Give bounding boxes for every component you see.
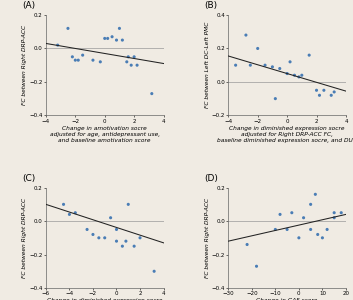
Point [284,71,290,76]
Point [319,236,325,240]
Point [67,212,72,217]
Y-axis label: FC between Left DC-Left PMC: FC between Left DC-Left PMC [205,22,210,108]
Point [114,38,119,43]
Point [301,215,306,220]
Point [270,64,275,69]
Point [108,215,113,220]
Point [84,227,90,232]
Point [128,63,134,68]
X-axis label: Change in amotivation socre
adjusted for age, antidepressant use,
and baseline a: Change in amotivation socre adjusted for… [50,126,160,143]
Point [262,63,268,68]
Point [306,53,312,58]
Point [254,264,259,269]
Point [114,239,119,244]
Point [308,202,313,207]
Text: (D): (D) [205,174,219,183]
Point [243,33,249,38]
Point [296,74,302,79]
Point [315,232,321,237]
Point [65,26,71,31]
Point [123,239,129,244]
Point [312,192,318,197]
X-axis label: Change in GAF score
adjusted for antidepressant use and
baseline GAF socre: Change in GAF score adjusted for antidep… [234,298,340,300]
Point [116,26,122,31]
Point [331,215,337,220]
Point [124,59,130,64]
Point [277,212,283,217]
Point [90,58,96,63]
Point [324,227,330,232]
X-axis label: Change in diminished expression socre
adjusted for Right DRP-ACC FC,
baseline di: Change in diminished expression socre ad… [217,126,353,143]
Point [296,236,302,240]
Point [76,58,81,63]
Text: (A): (A) [22,1,36,10]
Point [90,232,96,237]
Point [125,202,131,207]
X-axis label: Change in diminished expression socre
adjusted for Left DC-Left PMC FC,
baseline: Change in diminished expression socre ad… [35,298,174,300]
Point [321,88,327,93]
Point [233,63,239,68]
Point [314,88,319,93]
Point [277,66,282,71]
Point [97,59,103,64]
Point [131,244,137,249]
Point [244,242,250,247]
Point [284,227,290,232]
Point [114,227,119,232]
Y-axis label: FC between Right DRP-ACC: FC between Right DRP-ACC [22,25,27,105]
Point [55,43,60,47]
Point [273,96,278,101]
Point [120,38,125,43]
Point [137,236,143,240]
Point [105,36,110,41]
Point [292,73,297,78]
Point [331,210,337,215]
Y-axis label: FC between Right DRP-ACC: FC between Right DRP-ACC [205,198,210,278]
Point [134,63,140,68]
Point [80,53,85,58]
Point [96,236,102,240]
Point [102,36,108,41]
Point [151,269,157,274]
Point [289,210,295,215]
Text: (B): (B) [205,1,218,10]
Point [149,91,155,96]
Point [72,58,78,63]
Y-axis label: FC between Right DRP-ACC: FC between Right DRP-ACC [22,198,27,278]
Point [120,244,125,249]
Point [70,54,75,59]
Point [72,210,78,215]
Point [339,210,344,215]
Point [255,46,261,51]
Point [247,63,253,68]
Point [317,93,322,98]
Point [125,54,131,59]
Point [102,236,108,240]
Point [328,93,334,98]
Point [331,89,337,94]
Point [308,227,313,232]
Point [299,73,305,78]
Point [273,227,278,232]
Point [131,54,137,59]
Point [287,59,293,64]
Point [61,202,66,207]
Text: (C): (C) [22,174,36,183]
Point [109,34,115,39]
